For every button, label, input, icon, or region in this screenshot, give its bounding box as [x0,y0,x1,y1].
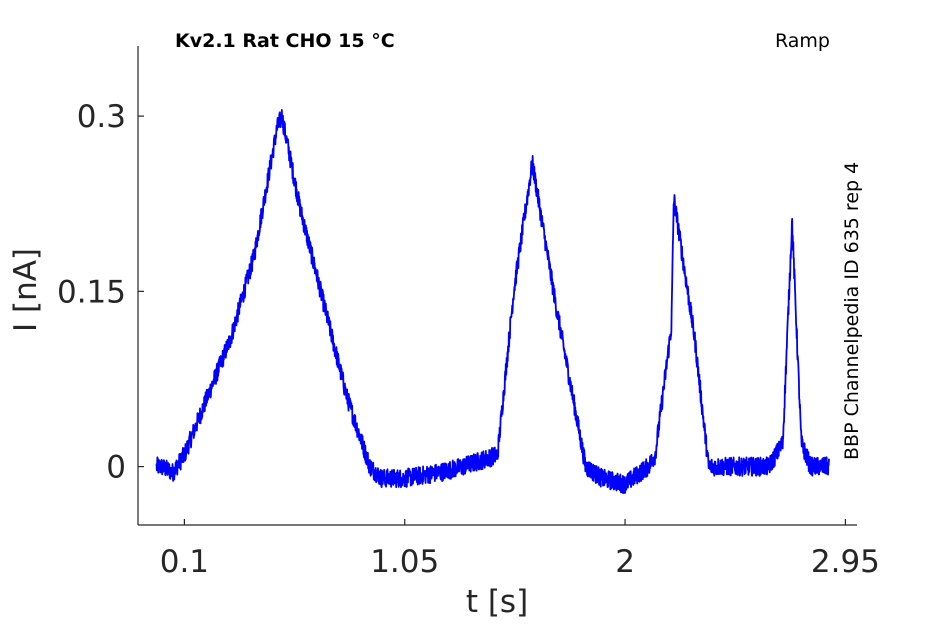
current-trace-line [155,108,831,494]
y-tick-label: 0 [106,450,126,486]
x-tick-label: 2 [615,544,635,580]
ticks: 0.1 1.05 2 2.95 0 0.15 0.3 [57,99,880,580]
protocol-label: Ramp [775,30,830,52]
chart-title: Kv2.1 Rat CHO 15 °C [175,30,395,52]
x-axis-label: t [s] [466,584,528,620]
x-tick-label: 0.1 [160,544,209,580]
axes [137,46,857,526]
x-tick-label: 1.05 [370,544,439,580]
x-tick-label: 2.95 [811,544,880,580]
y-tick-label: 0.15 [57,274,126,310]
recording-id-label: BBP Channelpedia ID 635 rep 4 [841,162,863,460]
series [155,108,831,494]
y-axis-label: I [nA] [8,248,44,332]
y-tick-label: 0.3 [77,99,126,135]
